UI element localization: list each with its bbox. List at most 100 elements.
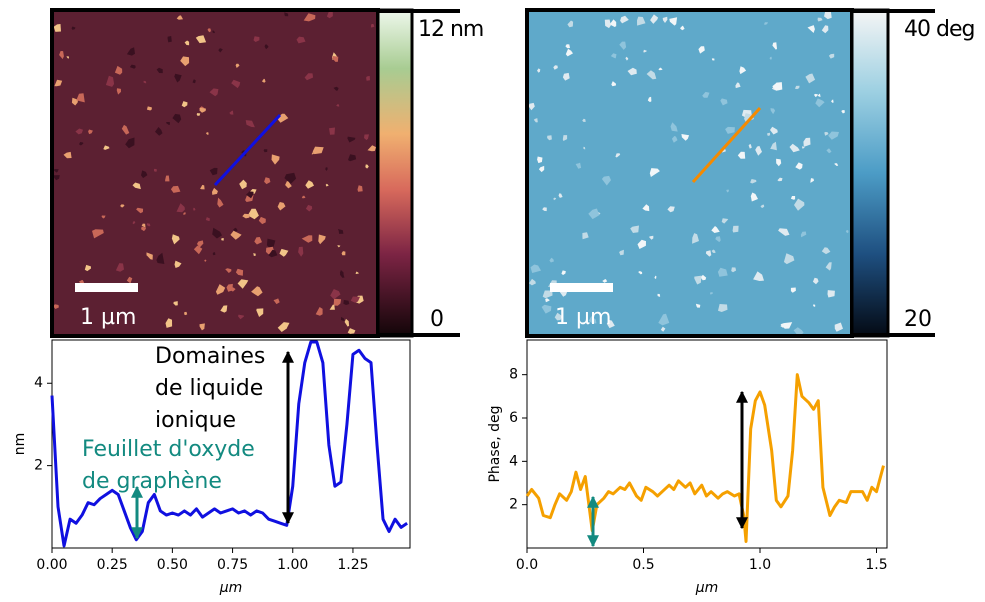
flake (657, 293, 661, 297)
colorbar-label: 20 (904, 307, 932, 332)
flake (770, 126, 778, 135)
x-tick-label: 1.00 (277, 557, 308, 573)
flake (554, 312, 563, 321)
flake (772, 82, 783, 91)
flake (254, 237, 262, 245)
flake (750, 192, 758, 202)
flake (296, 36, 306, 44)
flake (305, 180, 314, 189)
flake (601, 175, 611, 186)
flake (199, 323, 205, 331)
flake (54, 169, 59, 173)
flake (312, 146, 324, 155)
flake (141, 170, 148, 179)
annotation: de graphène (82, 469, 222, 494)
flake (565, 48, 573, 57)
y-tick-label: 6 (509, 410, 518, 426)
flake (263, 149, 268, 153)
colorbar (850, 8, 890, 338)
flake (795, 162, 803, 170)
flake (146, 252, 153, 260)
flake (53, 24, 61, 32)
x-tick-label: 0.75 (217, 557, 248, 573)
flake (337, 245, 341, 248)
flake (53, 175, 60, 181)
flake (606, 320, 615, 329)
flake (778, 228, 790, 236)
x-tick-label: 0.0 (516, 557, 538, 573)
flake (355, 271, 359, 274)
flake (193, 207, 196, 211)
flake (235, 268, 244, 276)
afm-phase-image (527, 8, 852, 337)
flake (721, 218, 729, 224)
flake (165, 318, 173, 328)
flake (620, 15, 629, 24)
annotation: de liquide (155, 376, 263, 401)
flake (702, 91, 710, 98)
flake (834, 322, 843, 332)
flake (649, 168, 660, 177)
flake (667, 206, 675, 213)
flake (364, 134, 369, 141)
flake (325, 167, 328, 171)
flake (246, 191, 254, 199)
flake (366, 75, 370, 81)
flake (670, 122, 678, 132)
y-tick-label: 4 (34, 375, 43, 391)
x-axis-label: μm (219, 580, 243, 596)
x-tick-label: 0.5 (632, 557, 654, 573)
flake (209, 88, 219, 97)
flake (183, 212, 186, 215)
flake (695, 303, 701, 308)
flake (115, 263, 124, 272)
flake (780, 322, 793, 329)
flake (619, 41, 627, 50)
flake (845, 230, 849, 234)
x-tick-label: 0.25 (97, 557, 128, 573)
flake (229, 110, 234, 115)
flake (367, 145, 376, 152)
flake (325, 183, 329, 187)
flake (285, 181, 292, 189)
flake (553, 197, 557, 201)
x-axis-label: μm (695, 580, 719, 596)
y-axis-label: Phase, deg (487, 405, 503, 482)
flake (567, 20, 574, 28)
flake (301, 195, 306, 199)
flake (646, 70, 657, 80)
x-tick-label: 0.00 (36, 557, 67, 573)
flake (671, 136, 678, 143)
flake (365, 164, 369, 169)
y-tick-label: 2 (34, 458, 43, 474)
flake (694, 275, 702, 285)
x-tick-label: 1.5 (865, 557, 887, 573)
flake (647, 96, 652, 103)
flake (625, 56, 629, 61)
flake (565, 44, 570, 49)
scale-bar (550, 283, 613, 292)
flake (582, 232, 589, 240)
flake (196, 113, 201, 116)
x-tick-label: 1.25 (337, 557, 368, 573)
flake (610, 53, 617, 59)
flake (737, 151, 746, 159)
flake (181, 101, 188, 108)
flake (66, 56, 69, 59)
flake (126, 276, 133, 284)
flake (542, 290, 553, 299)
flake (114, 65, 123, 75)
flake (549, 257, 554, 263)
flake (763, 22, 768, 25)
flake (258, 216, 266, 225)
flake (669, 17, 678, 26)
flake (212, 252, 216, 256)
flake (790, 196, 796, 200)
flake (105, 75, 115, 87)
flake (242, 213, 250, 219)
flake (681, 134, 690, 141)
flake (810, 178, 814, 183)
flake (266, 238, 276, 249)
flake (332, 56, 339, 62)
flake (126, 47, 135, 56)
